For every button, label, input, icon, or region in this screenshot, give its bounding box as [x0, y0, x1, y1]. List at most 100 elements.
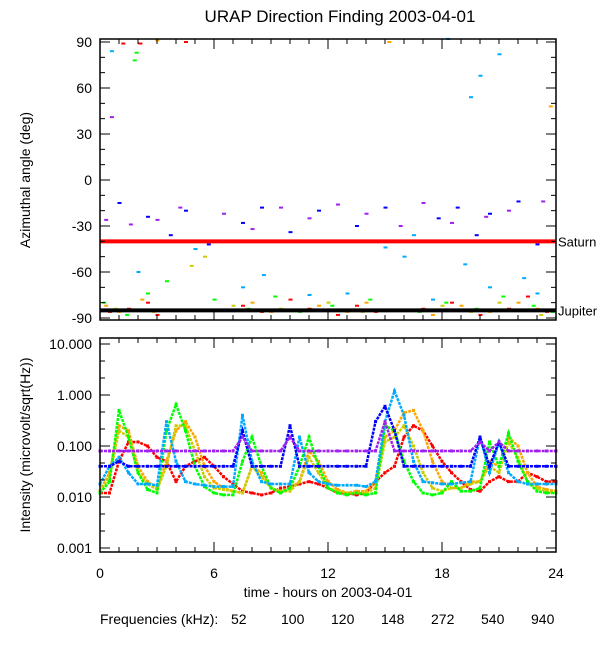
intensity-point-120 [393, 435, 396, 439]
azimuth-point-148 [501, 295, 506, 298]
intensity-point-540 [193, 464, 197, 468]
intensity-point-148 [127, 435, 130, 439]
intensity-point-540 [165, 464, 168, 468]
azimuth-point-100 [104, 304, 109, 307]
azimuth-point-52 [478, 313, 483, 316]
intensity-point-52 [203, 455, 206, 459]
intensity-point-100 [488, 459, 491, 463]
azimuth-point-540 [168, 234, 173, 237]
intensity-point-120 [298, 480, 301, 484]
intensity-point-272 [440, 482, 444, 486]
intensity-point-120 [497, 471, 501, 475]
intensity-point-52 [412, 424, 415, 428]
azimuth-point-52 [138, 42, 143, 45]
intensity-point-148 [184, 429, 187, 433]
legend-item-272: 272 [431, 611, 455, 627]
azimuth-point-52 [146, 301, 150, 304]
intensity-point-148 [250, 435, 254, 439]
intensity-point-52 [231, 482, 235, 486]
azimuth-point-540 [260, 206, 264, 209]
azimuth-point-540 [436, 217, 441, 220]
azimuth-point-148 [444, 301, 449, 304]
legend-item-120: 120 [331, 611, 355, 627]
intensity-point-52 [478, 489, 482, 493]
azimuth-point-100 [516, 301, 521, 304]
intensity-point-272 [516, 480, 520, 484]
azimuth-point-540 [516, 200, 521, 203]
intensity-point-148 [440, 491, 444, 495]
intensity-point-540 [526, 464, 529, 468]
intensity-point-120 [241, 491, 244, 495]
azimuth-point-120 [203, 255, 207, 258]
reference-label-jupiter: Jupiter [558, 303, 598, 318]
intensity-point-540 [345, 464, 349, 468]
intensity-point-52 [127, 440, 130, 444]
intensity-point-100 [212, 480, 216, 484]
x-tick-label: 0 [96, 565, 104, 581]
azimuth-point-148 [368, 298, 373, 301]
intensity-point-148 [431, 493, 434, 497]
azimuth-point-52 [336, 313, 340, 316]
intensity-point-940 [402, 449, 406, 453]
intensity-point-540 [516, 464, 520, 468]
intensity-y-tick-label: 0.100 [57, 438, 92, 454]
azimuth-point-100 [140, 298, 145, 301]
azimuth-point-52 [184, 41, 188, 43]
intensity-point-148 [222, 493, 225, 497]
intensity-point-120 [279, 489, 282, 493]
intensity-point-940 [250, 449, 254, 453]
intensity-point-940 [488, 449, 491, 453]
intensity-point-148 [231, 493, 235, 497]
azimuth-point-940 [250, 228, 255, 231]
azimuth-panel: Saturn Jupiter 90 60 30 0 -30 -60 -90 [72, 34, 598, 326]
azimuth-point-940 [398, 225, 403, 227]
intensity-point-272 [212, 485, 216, 489]
intensity-point-540 [488, 464, 491, 468]
intensity-point-272 [193, 482, 197, 486]
azimuth-point-940 [541, 200, 546, 203]
intensity-point-540 [260, 464, 263, 468]
intensity-point-940 [459, 449, 463, 453]
azimuth-point-540 [288, 231, 293, 234]
intensity-point-272 [412, 459, 415, 463]
azimuth-point-540 [146, 215, 150, 218]
reference-label-saturn: Saturn [558, 234, 596, 249]
intensity-point-940 [279, 449, 282, 453]
intensity-point-940 [469, 449, 472, 453]
intensity-point-940 [307, 449, 311, 453]
intensity-point-540 [117, 459, 121, 463]
intensity-point-100 [526, 471, 529, 475]
intensity-point-120 [108, 475, 111, 479]
legend-item-940: 940 [531, 611, 555, 627]
intensity-point-272 [469, 480, 472, 484]
intensity-point-272 [507, 471, 510, 475]
intensity-point-120 [288, 489, 292, 493]
intensity-point-540 [507, 464, 510, 468]
intensity-point-940 [212, 449, 216, 453]
intensity-point-272 [355, 483, 358, 487]
intensity-point-272 [535, 482, 539, 486]
intensity-point-272 [203, 483, 206, 487]
legend-item-52: 52 [231, 611, 247, 627]
intensity-point-540 [326, 464, 330, 468]
intensity-point-540 [421, 464, 425, 468]
intensity-point-940 [526, 449, 529, 453]
azimuth-point-52 [241, 304, 245, 307]
intensity-point-540 [450, 464, 453, 468]
intensity-point-272 [298, 435, 301, 439]
intensity-point-272 [450, 482, 453, 486]
intensity-point-100 [260, 471, 263, 475]
intensity-point-940 [222, 449, 225, 453]
intensity-point-272 [336, 483, 339, 487]
azimuth-y-tick-label: -90 [72, 310, 92, 326]
x-tick-label: 12 [320, 565, 336, 581]
intensity-point-940 [374, 449, 377, 453]
x-tick-label: 6 [210, 565, 218, 581]
intensity-point-940 [231, 449, 235, 453]
intensity-point-100 [355, 489, 358, 493]
azimuth-point-148 [165, 280, 169, 283]
azimuth-point-120 [326, 301, 331, 304]
intensity-point-120 [545, 489, 548, 493]
intensity-point-940 [193, 449, 197, 453]
intensity-point-940 [345, 449, 349, 453]
